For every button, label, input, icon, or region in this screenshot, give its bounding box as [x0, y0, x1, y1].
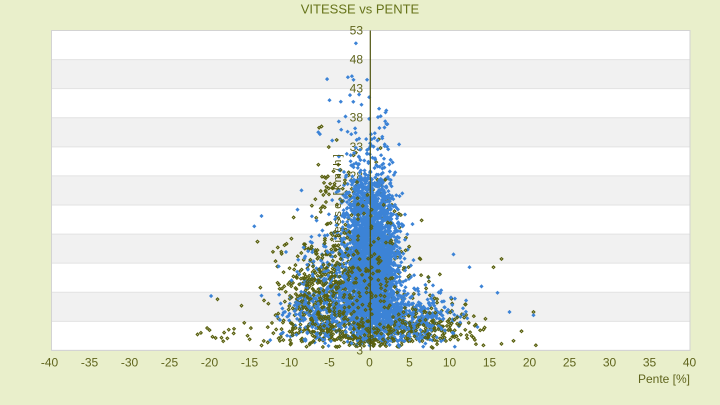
svg-text:40: 40: [683, 356, 697, 370]
svg-text:5: 5: [406, 356, 413, 370]
svg-text:20: 20: [523, 356, 537, 370]
svg-text:0: 0: [366, 356, 373, 370]
svg-text:48: 48: [350, 53, 364, 67]
svg-text:15: 15: [483, 356, 497, 370]
svg-text:3: 3: [356, 343, 363, 357]
svg-text:53: 53: [350, 24, 364, 38]
svg-text:43: 43: [350, 82, 364, 96]
svg-text:-40: -40: [41, 356, 59, 370]
svg-text:30: 30: [603, 356, 617, 370]
svg-text:VITESSE vs PENTE: VITESSE vs PENTE: [301, 1, 420, 16]
svg-text:Vitesse [km/h]: Vitesse [km/h]: [332, 152, 344, 252]
svg-text:Pente [%]: Pente [%]: [638, 372, 690, 386]
svg-text:10: 10: [443, 356, 457, 370]
svg-text:-10: -10: [281, 356, 299, 370]
svg-text:35: 35: [643, 356, 657, 370]
svg-text:38: 38: [350, 111, 364, 125]
svg-text:25: 25: [563, 356, 577, 370]
svg-text:-35: -35: [81, 356, 99, 370]
svg-text:-20: -20: [201, 356, 219, 370]
svg-text:-15: -15: [241, 356, 259, 370]
svg-text:-25: -25: [161, 356, 179, 370]
svg-text:-30: -30: [121, 356, 139, 370]
svg-text:-5: -5: [324, 356, 335, 370]
